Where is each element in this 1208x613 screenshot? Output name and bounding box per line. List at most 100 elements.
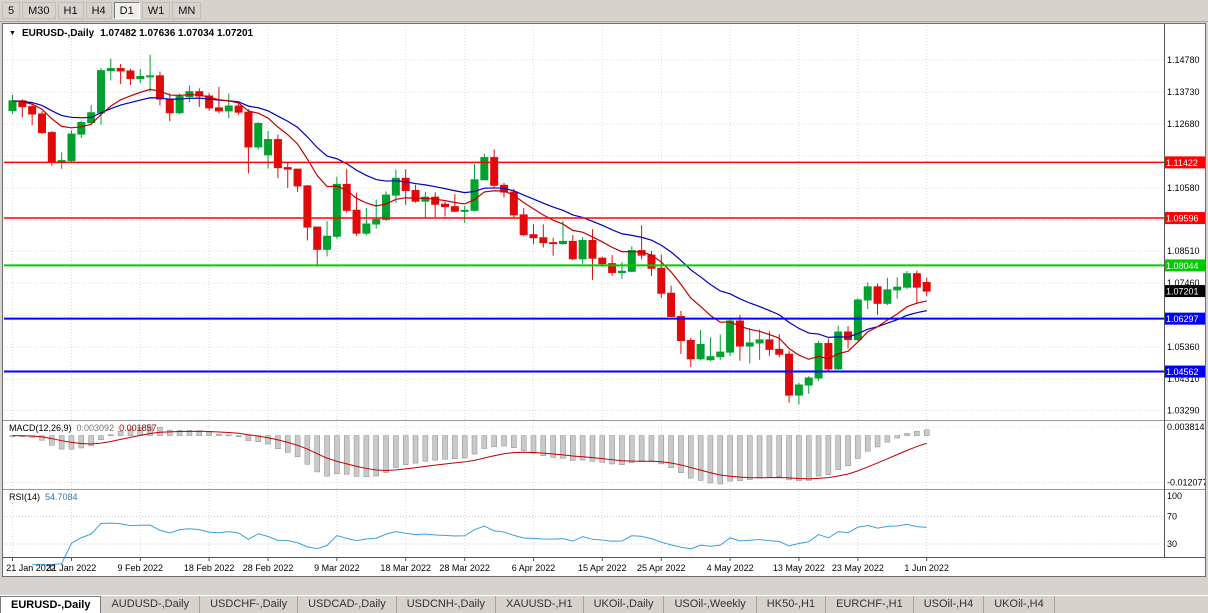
candle [283,167,292,170]
tab-ukoil-h4[interactable]: UKOil-,H4 [984,596,1055,613]
candle [735,320,744,347]
tab-hk50-h1[interactable]: HK50-,H1 [756,596,827,613]
svg-text:1.11422: 1.11422 [1166,158,1198,168]
candle [588,240,597,259]
timeframe-m30-button[interactable]: M30 [22,2,56,19]
tab-eurusd-daily[interactable]: EURUSD-,Daily [0,596,102,613]
tab-usdcnh-daily[interactable]: USDCNH-,Daily [396,596,496,613]
candle [8,100,17,112]
tab-xauusd-h1[interactable]: XAUUSD-,H1 [495,596,584,613]
svg-text:1.04562: 1.04562 [1166,367,1199,377]
chart-window: 1.14780 1.13730 1.12680 1.10580 1.08510 1.074… [2,23,1206,577]
candle [765,339,774,350]
candle [608,263,617,274]
rsi-value: 54.7084 [45,492,78,502]
date-axis-label: 25 Apr 2022 [637,563,686,573]
price-axis-label: 1.03290 [1167,405,1200,415]
current-price-badge [1164,285,1205,298]
candle [342,183,351,211]
chart-header: ▼ EURUSD-,Daily 1.07482 1.07636 1.07034 … [9,28,253,39]
candle [411,189,420,202]
price-axis-label: 1.14780 [1167,55,1200,65]
price-chart-canvas[interactable]: 1.14780 1.13730 1.12680 1.10580 1.08510 1.074… [3,24,1205,576]
timeframe-h4-button[interactable]: H4 [85,2,112,19]
tab-usdcad-daily[interactable]: USDCAD-,Daily [298,596,397,613]
candle [391,177,400,196]
candle [922,282,931,292]
svg-text:1.09596: 1.09596 [1166,214,1199,224]
candle [893,286,902,291]
chart-tabs-bar: EURUSD-,Daily AUDUSD-,Daily USDCHF-,Dail… [0,595,1208,613]
timeframe-mn-button[interactable]: MN [172,2,202,19]
date-axis-label: 31 Jan 2022 [47,563,97,573]
candle [667,292,676,317]
candle [460,209,469,212]
date-axis-label: 13 May 2022 [773,563,825,573]
rsi-indicator-label: RSI(14) 54.7084 [9,492,78,502]
candle [824,343,833,370]
candle [509,191,518,216]
timeframe-w1-button[interactable]: W1 [141,2,171,19]
candle [303,185,312,228]
date-axis-label: 18 Feb 2022 [184,563,235,573]
date-axis-label: 9 Mar 2022 [314,563,360,573]
symbol-dropdown-icon[interactable]: ▼ [9,29,16,37]
tab-usoil-h4[interactable]: USOil-,H4 [913,596,985,613]
price-level-badge [1164,212,1205,225]
timeframe-h1-button[interactable]: H1 [57,2,84,19]
candle [273,139,282,169]
candle [745,342,754,347]
tab-eurchf-h1[interactable]: EURCHF-,H1 [826,596,914,613]
candle [175,96,184,114]
candle [195,91,204,97]
price-axis-label: 1.13730 [1167,87,1200,97]
candle [834,331,843,370]
candle [362,223,371,234]
candle [224,105,233,112]
candle [146,75,155,78]
candle [106,68,115,72]
candle [873,286,882,304]
tab-usoil-weekly[interactable]: USOil-,Weekly [664,596,757,613]
candle [598,257,607,265]
tab-audusd-daily[interactable]: AUDUSD-,Daily [101,596,201,613]
candle [293,168,302,187]
candle [67,133,76,162]
rsi-axis-label: 30 [1167,539,1177,549]
timeframe-m5-button[interactable]: 5 [2,2,21,19]
price-axis-label: 1.10580 [1167,183,1200,193]
date-axis-label: 9 Feb 2022 [118,563,164,573]
rsi-name: RSI(14) [9,492,41,502]
date-axis-label: 4 May 2022 [707,563,754,573]
svg-text:1.06297: 1.06297 [1166,314,1199,324]
tab-ukoil-daily[interactable]: UKOil-,Daily [583,596,665,613]
price-level-badge [1164,156,1205,169]
timeframe-d1-button[interactable]: D1 [113,2,140,19]
macd-name: MACD(12,26,9) [9,423,72,433]
candle [696,343,705,360]
candle [686,340,695,360]
candle [883,289,892,304]
price-axis-label: 1.05360 [1167,342,1200,352]
macd-axis-label: -0.012077 [1167,478,1205,488]
candle [706,356,715,361]
svg-text:1.07201: 1.07201 [1166,287,1199,297]
timeframe-toolbar: 5 M30 H1 H4 D1 W1 MN [0,0,1208,22]
candle [578,240,587,260]
date-axis-label: 28 Feb 2022 [243,563,294,573]
candle [814,343,823,379]
candle [775,348,784,355]
candle [726,320,735,353]
macd-main-value: 0.003092 [76,423,115,433]
date-axis-label: 6 Apr 2022 [512,563,556,573]
chart-scroll-strip[interactable] [2,578,1206,595]
candle [441,203,450,208]
candle [716,351,725,358]
rsi-line [32,522,927,566]
candle [323,235,332,250]
candle [853,299,862,341]
tab-usdchf-daily[interactable]: USDCHF-,Daily [200,596,299,613]
candle [205,95,214,109]
rsi-axis-label: 100 [1167,491,1182,501]
